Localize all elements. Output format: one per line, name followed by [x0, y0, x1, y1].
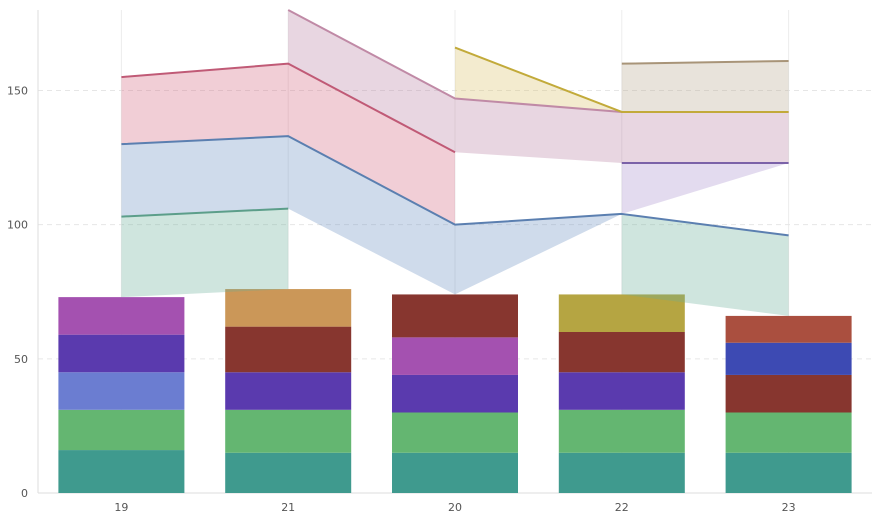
series-line	[121, 135, 789, 237]
bar-segment	[725, 412, 852, 453]
bar-segment	[558, 372, 685, 410]
x-tick-label: 20	[448, 501, 462, 514]
bar-segment	[392, 374, 518, 413]
bar-segment	[725, 374, 852, 413]
x-tick-label: 23	[782, 501, 796, 514]
bar-segment	[392, 337, 518, 375]
bar-segment	[58, 334, 185, 373]
bar-segment	[725, 342, 852, 375]
bar-segment	[392, 452, 518, 493]
bar-segment	[392, 412, 518, 453]
area-band	[288, 10, 789, 163]
bar-segment	[558, 409, 685, 453]
bar-segment	[725, 452, 852, 493]
bar-segment	[58, 297, 185, 335]
area-band	[121, 208, 289, 298]
y-tick-label: 0	[21, 487, 28, 500]
series-line	[454, 46, 789, 113]
bar-segment	[392, 294, 518, 338]
bar-segment	[58, 372, 185, 410]
area-band	[621, 162, 789, 214]
y-tick-label: 150	[7, 85, 28, 98]
bar-segment	[225, 326, 352, 373]
y-tick-label: 50	[14, 353, 28, 366]
x-tick-label: 22	[615, 501, 629, 514]
area-band	[121, 136, 622, 295]
bar-segment	[558, 294, 685, 332]
bar-segment	[225, 289, 352, 327]
area-band	[121, 63, 456, 225]
series-line	[621, 59, 789, 65]
bar-segment	[225, 452, 352, 493]
y-tick-label: 100	[7, 219, 28, 232]
bar-segment	[58, 450, 185, 493]
bar-segment	[58, 409, 185, 451]
area-band	[621, 60, 789, 112]
x-tick-label: 19	[114, 501, 128, 514]
bar-segment	[558, 332, 685, 373]
bar-segment	[725, 315, 852, 343]
bar-segment	[225, 372, 352, 410]
area-band	[621, 213, 789, 316]
x-tick-label: 21	[281, 501, 295, 514]
series-line	[121, 62, 456, 154]
series-line	[121, 207, 289, 218]
bar-segment	[225, 409, 352, 453]
bar-segment	[558, 452, 685, 493]
